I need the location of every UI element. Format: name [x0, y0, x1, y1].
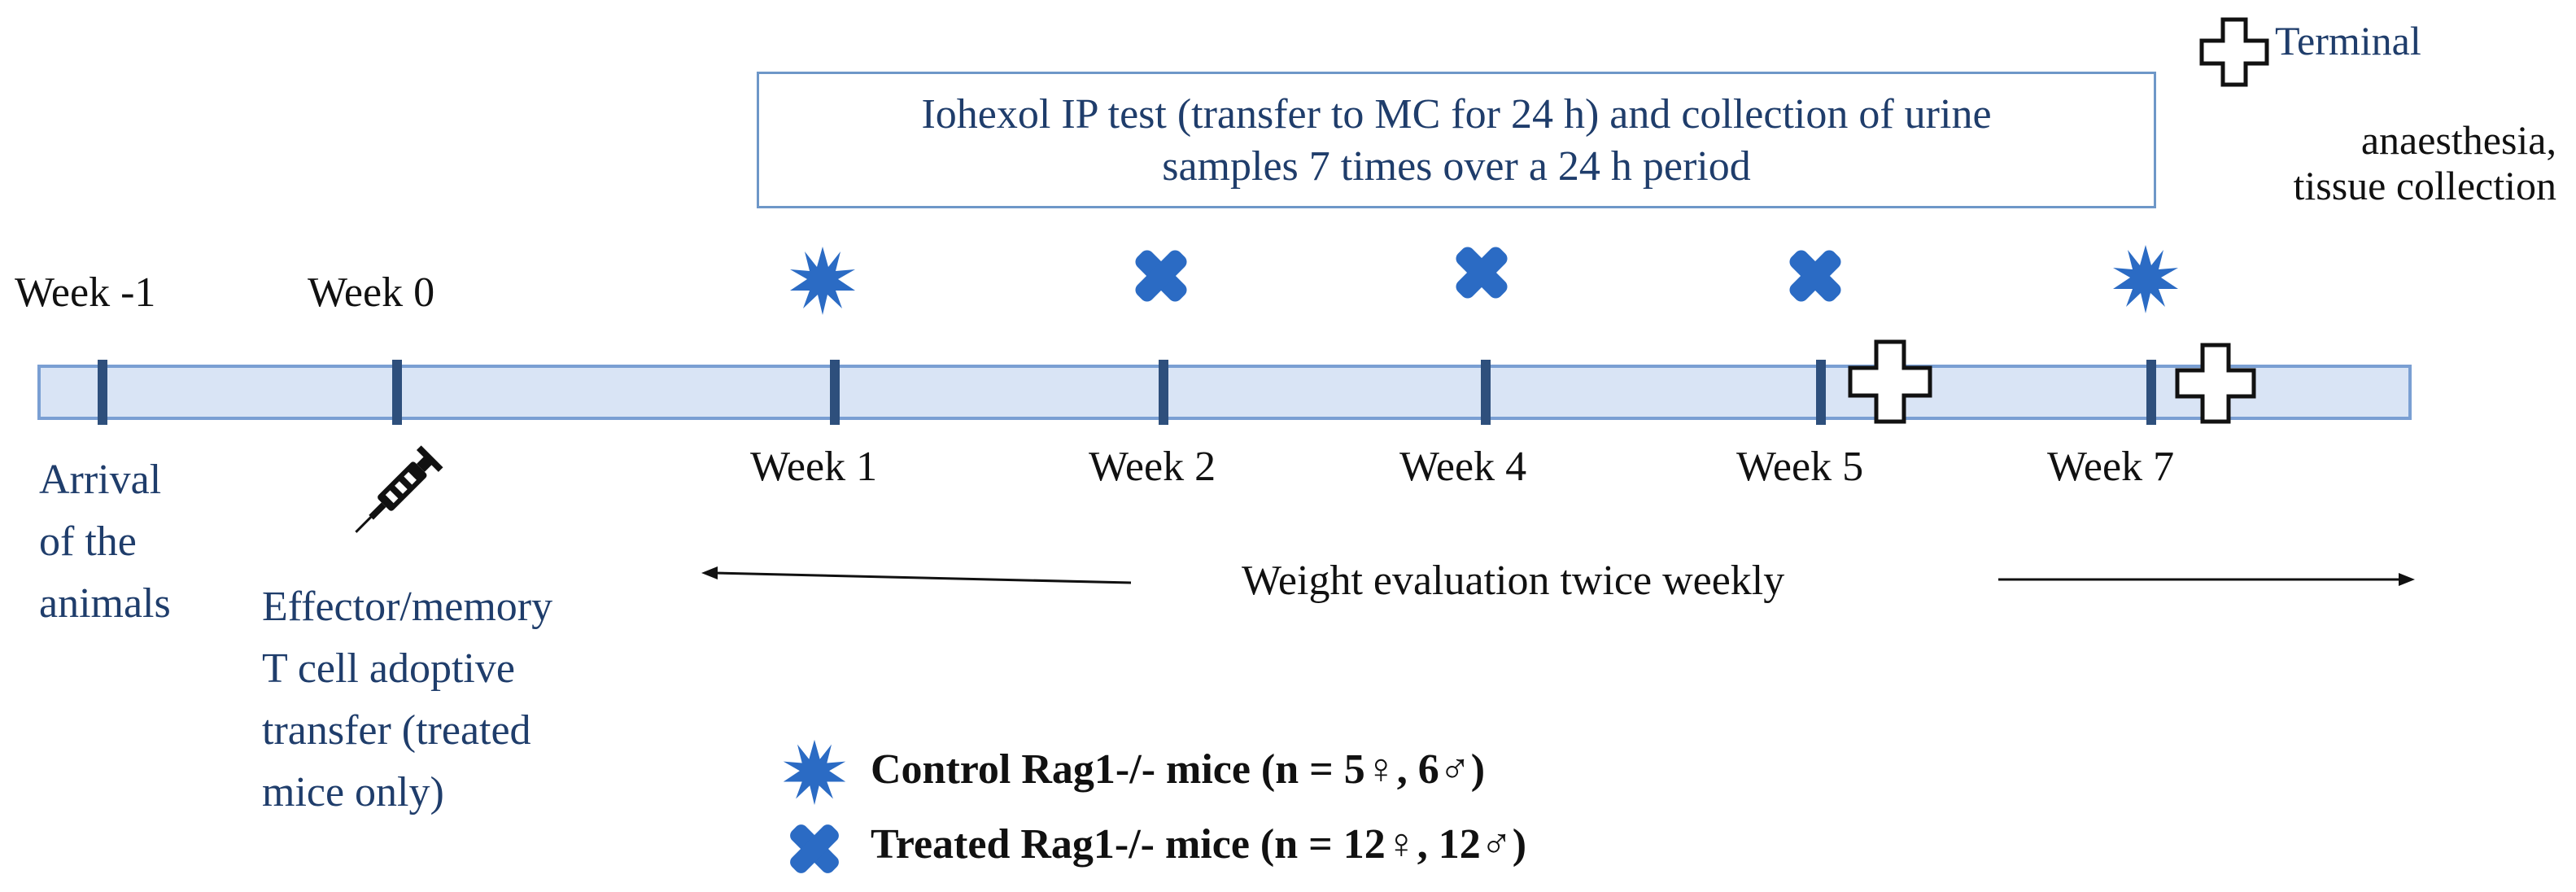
week-1-label: Week 1: [750, 444, 878, 490]
legend-treated-label: Treated Rag1-/- mice (n = 12♀, 12♂): [871, 821, 1527, 868]
treated-marker-week-2: [1135, 250, 1187, 302]
week-5-label: Week 5: [1736, 444, 1864, 490]
week-2-label: Week 2: [1089, 444, 1216, 490]
iohexol-line-2: samples 7 times over a 24 h period: [1162, 143, 1751, 190]
iohexol-test-box: Iohexol IP test (transfer to MC for 24 h…: [757, 72, 2156, 208]
week-4-label: Week 4: [1399, 444, 1527, 490]
week-0-label: Week 0: [308, 269, 435, 316]
control-marker-week-1: [790, 247, 855, 315]
terminal-plus-week-7: [2175, 343, 2256, 424]
iohexol-line-1: Iohexol IP test (transfer to MC for 24 h…: [921, 91, 1992, 138]
tick-week-1: [830, 360, 840, 425]
treated-marker-week-5: [1789, 250, 1841, 302]
timeline-bar: [37, 365, 2412, 420]
tick-week-minus1: [98, 360, 107, 425]
tick-week-4: [1481, 360, 1491, 425]
tick-week-0: [392, 360, 402, 425]
treated-marker-week-4: [1456, 247, 1508, 299]
terminal-plus-icon: [2199, 17, 2269, 87]
legend-control-label: Control Rag1-/- mice (n = 5♀, 6♂): [871, 746, 1486, 793]
terminal-plus-week-5: [1848, 339, 1932, 424]
tick-week-2: [1159, 360, 1168, 425]
legend-treated-icon: [790, 824, 839, 873]
terminal-line-3: tissue collection: [2293, 163, 2556, 208]
weight-evaluation-label: Weight evaluation twice weekly: [1242, 558, 1785, 604]
tick-week-5: [1816, 360, 1826, 425]
transfer-line-4: mice only): [262, 769, 444, 815]
control-marker-week-7: [2113, 245, 2178, 313]
arrival-line-3: animals: [39, 580, 171, 627]
transfer-line-1: Effector/memory: [262, 584, 553, 630]
arrival-line-1: Arrival: [39, 457, 162, 503]
week-7-label: Week 7: [2047, 444, 2175, 490]
syringe-icon: [355, 445, 443, 533]
terminal-line-2: anaesthesia,: [2360, 117, 2556, 163]
weight-arrow-left: [701, 566, 1132, 584]
week-minus1-label: Week -1: [15, 269, 156, 316]
transfer-line-2: T cell adoptive: [262, 645, 515, 692]
transfer-line-3: transfer (treated: [262, 707, 531, 754]
terminal-line-1: Terminal: [2275, 18, 2421, 63]
weight-arrow-right: [1998, 573, 2415, 586]
arrival-line-2: of the: [39, 518, 137, 565]
legend-control-icon: [783, 739, 846, 806]
tick-week-7: [2146, 360, 2156, 425]
